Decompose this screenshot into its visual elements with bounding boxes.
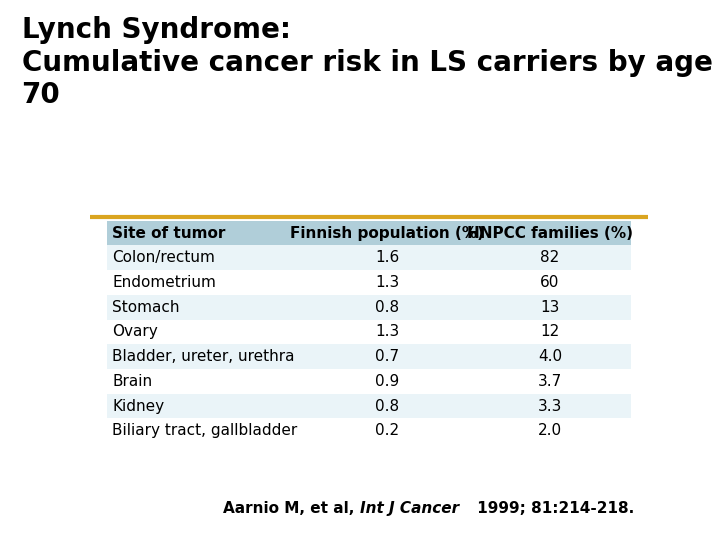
Text: 2.0: 2.0 [538,423,562,438]
Text: 1.3: 1.3 [375,275,400,290]
Text: 0.9: 0.9 [375,374,400,389]
FancyBboxPatch shape [107,418,631,443]
Text: 0.7: 0.7 [375,349,400,364]
Text: Ovary: Ovary [112,325,158,340]
Text: 1.3: 1.3 [375,325,400,340]
Text: Stomach: Stomach [112,300,180,315]
FancyBboxPatch shape [107,345,631,369]
Text: 0.8: 0.8 [375,399,400,414]
Text: 3.7: 3.7 [538,374,562,389]
Text: Int J Cancer: Int J Cancer [360,501,459,516]
FancyBboxPatch shape [107,295,631,320]
FancyBboxPatch shape [107,221,631,246]
FancyBboxPatch shape [107,394,631,418]
FancyBboxPatch shape [107,369,631,394]
Text: Lynch Syndrome:
Cumulative cancer risk in LS carriers by age
70: Lynch Syndrome: Cumulative cancer risk i… [22,16,713,109]
Text: HNPCC families (%): HNPCC families (%) [467,226,633,241]
Text: 1.6: 1.6 [375,251,400,265]
Text: Kidney: Kidney [112,399,164,414]
Text: Biliary tract, gallbladder: Biliary tract, gallbladder [112,423,297,438]
Text: Brain: Brain [112,374,153,389]
Text: 0.8: 0.8 [375,300,400,315]
Text: 1999; 81:214-218.: 1999; 81:214-218. [472,501,634,516]
Text: 0.2: 0.2 [375,423,400,438]
FancyBboxPatch shape [107,270,631,295]
Text: 4.0: 4.0 [538,349,562,364]
Text: 13: 13 [540,300,559,315]
Text: Bladder, ureter, urethra: Bladder, ureter, urethra [112,349,294,364]
Text: Finnish population (%): Finnish population (%) [290,226,485,241]
Text: 12: 12 [540,325,559,340]
Text: Site of tumor: Site of tumor [112,226,225,241]
Text: 82: 82 [540,251,559,265]
Text: 3.3: 3.3 [538,399,562,414]
FancyBboxPatch shape [107,320,631,345]
Text: Aarnio M, et al,: Aarnio M, et al, [223,501,360,516]
FancyBboxPatch shape [107,246,631,270]
Text: 60: 60 [540,275,559,290]
Text: Colon/rectum: Colon/rectum [112,251,215,265]
Text: Endometrium: Endometrium [112,275,216,290]
